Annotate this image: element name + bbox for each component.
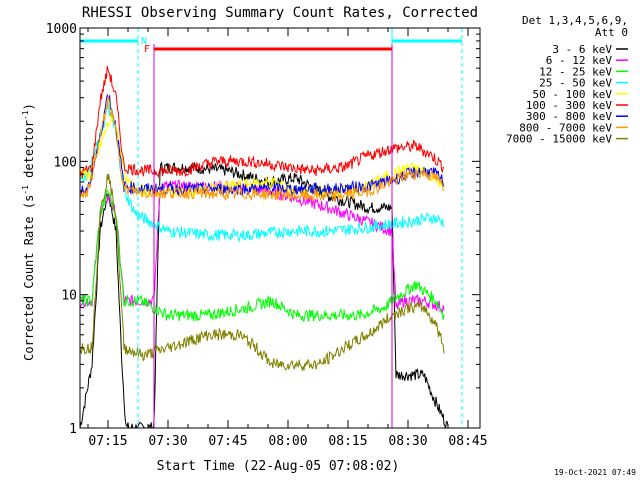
plot-area: FN 1 10 100 1000 07:15 07:30 07:45 08:00 08:15 08:… bbox=[46, 22, 488, 449]
series-line-6 bbox=[79, 65, 445, 179]
legend-header-line1: Det 1,3,4,5,6,9, bbox=[522, 14, 628, 27]
x-axis-label: Start Time (22-Aug-05 07:08:02) bbox=[157, 459, 400, 474]
legend-label-5: 50 - 100 keV bbox=[533, 88, 613, 101]
x-tick-label: 07:15 bbox=[88, 434, 127, 449]
series-line-2 bbox=[79, 179, 445, 314]
legend-label-2: 6 - 12 keV bbox=[546, 54, 613, 67]
chart-title: RHESSI Observing Summary Count Rates, Co… bbox=[82, 5, 478, 21]
legend-label-3: 12 - 25 keV bbox=[539, 65, 612, 78]
night-marker-label: N bbox=[141, 36, 147, 47]
x-tick-label: 08:45 bbox=[448, 434, 487, 449]
x-tick-label: 08:00 bbox=[268, 434, 307, 449]
legend-label-9: 7000 - 15000 keV bbox=[506, 133, 612, 146]
legend-label-1: 3 - 6 keV bbox=[552, 43, 612, 56]
series-line-9 bbox=[79, 173, 445, 372]
y-tick-label: 1 bbox=[69, 422, 77, 437]
x-tick-label: 07:30 bbox=[148, 434, 187, 449]
plot-frame bbox=[79, 27, 481, 429]
y-tick-label: 10 bbox=[61, 289, 77, 304]
series-line-1 bbox=[79, 161, 449, 429]
x-tick-label: 08:15 bbox=[328, 434, 367, 449]
y-axis-label: Corrected Count Rate (s-1 detector-1) bbox=[21, 103, 36, 361]
footer-timestamp: 19-Oct-2021 07:49 bbox=[554, 468, 636, 477]
legend-label-6: 100 - 300 keV bbox=[526, 99, 612, 112]
x-tick-label: 08:30 bbox=[388, 434, 427, 449]
y-tick-label: 1000 bbox=[46, 22, 77, 37]
y-tick-label: 100 bbox=[54, 155, 77, 170]
legend-header-line2: Att 0 bbox=[595, 26, 628, 39]
series-line-4 bbox=[79, 101, 445, 243]
flare-marker-label: F bbox=[144, 44, 150, 55]
x-tick-label: 07:45 bbox=[208, 434, 247, 449]
series-line-8 bbox=[79, 95, 445, 203]
legend-label-7: 300 - 800 keV bbox=[526, 110, 612, 123]
series-line-3 bbox=[80, 189, 445, 323]
legend-label-4: 25 - 50 keV bbox=[539, 77, 612, 90]
legend-label-8: 800 - 7000 keV bbox=[519, 121, 612, 134]
